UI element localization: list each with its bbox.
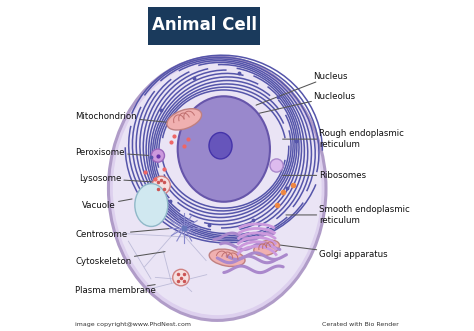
Ellipse shape <box>209 249 245 266</box>
Text: Rough endoplasmic
reticulum: Rough endoplasmic reticulum <box>283 129 404 149</box>
Ellipse shape <box>109 57 326 320</box>
Text: Cytoskeleton: Cytoskeleton <box>75 252 165 265</box>
Text: Animal Cell: Animal Cell <box>152 17 256 34</box>
Text: Smooth endoplasmic
reticulum: Smooth endoplasmic reticulum <box>286 205 410 225</box>
Ellipse shape <box>113 62 322 315</box>
Text: Vacuole: Vacuole <box>82 199 132 210</box>
Text: Peroxisome: Peroxisome <box>75 148 148 157</box>
Text: image copyright@www.PhdNest.com: image copyright@www.PhdNest.com <box>75 322 191 327</box>
Ellipse shape <box>178 96 270 202</box>
Text: Nucleus: Nucleus <box>256 72 347 105</box>
Ellipse shape <box>151 149 164 162</box>
Ellipse shape <box>270 159 283 172</box>
Text: Mitochondrion: Mitochondrion <box>75 112 168 122</box>
Text: Cerated with Bio Render: Cerated with Bio Render <box>322 322 399 327</box>
Text: Lysosome: Lysosome <box>79 174 152 183</box>
Text: Nucleolus: Nucleolus <box>250 92 355 116</box>
Text: Centrosome: Centrosome <box>75 228 172 239</box>
Text: Golgi apparatus: Golgi apparatus <box>279 245 388 259</box>
Ellipse shape <box>254 240 280 256</box>
Text: Ribosomes: Ribosomes <box>283 171 366 180</box>
Ellipse shape <box>152 176 170 194</box>
FancyBboxPatch shape <box>148 7 260 45</box>
Ellipse shape <box>209 132 232 159</box>
Ellipse shape <box>173 269 189 286</box>
Ellipse shape <box>135 184 168 226</box>
Text: Plasma membrane: Plasma membrane <box>75 285 156 295</box>
Ellipse shape <box>167 109 201 130</box>
